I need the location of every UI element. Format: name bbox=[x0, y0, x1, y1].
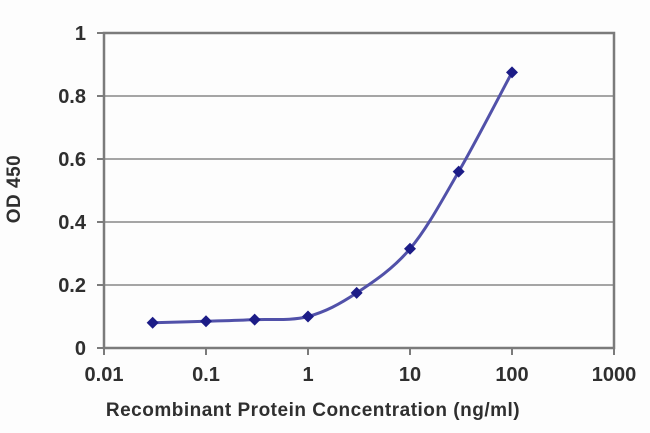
x-tick-label: 10 bbox=[399, 364, 421, 386]
plot-area: 0 0.2 0.4 0.6 0.8 1 0.01 0.1 1 10 100 1000 bbox=[58, 23, 636, 386]
data-point-marker bbox=[350, 286, 363, 299]
x-tick-label: 1 bbox=[302, 364, 313, 386]
x-tick-label: 0.01 bbox=[85, 364, 124, 386]
data-point-marker bbox=[452, 165, 465, 178]
y-tick-label: 0.6 bbox=[58, 149, 86, 171]
y-tick-label: 0.8 bbox=[58, 86, 86, 108]
x-tick-label: 0.1 bbox=[192, 364, 220, 386]
x-axis-title: Recombinant Protein Concentration (ng/ml… bbox=[106, 400, 520, 421]
data-point-marker bbox=[302, 310, 314, 323]
y-tick-label: 0.2 bbox=[58, 275, 86, 297]
data-point-marker bbox=[146, 316, 159, 329]
y-tick-label: 0 bbox=[75, 338, 86, 360]
data-point-marker bbox=[200, 315, 212, 328]
y-tick-label: 0.4 bbox=[58, 212, 87, 234]
data-point-marker bbox=[506, 66, 518, 79]
x-tick-label: 1000 bbox=[592, 364, 637, 386]
y-axis-title: OD 450 bbox=[4, 155, 25, 223]
plot-frame bbox=[102, 31, 616, 350]
data-point-marker bbox=[404, 242, 416, 255]
y-tick-label: 1 bbox=[75, 23, 86, 45]
x-tick-label: 100 bbox=[495, 364, 528, 386]
data-point-marker bbox=[248, 313, 261, 326]
